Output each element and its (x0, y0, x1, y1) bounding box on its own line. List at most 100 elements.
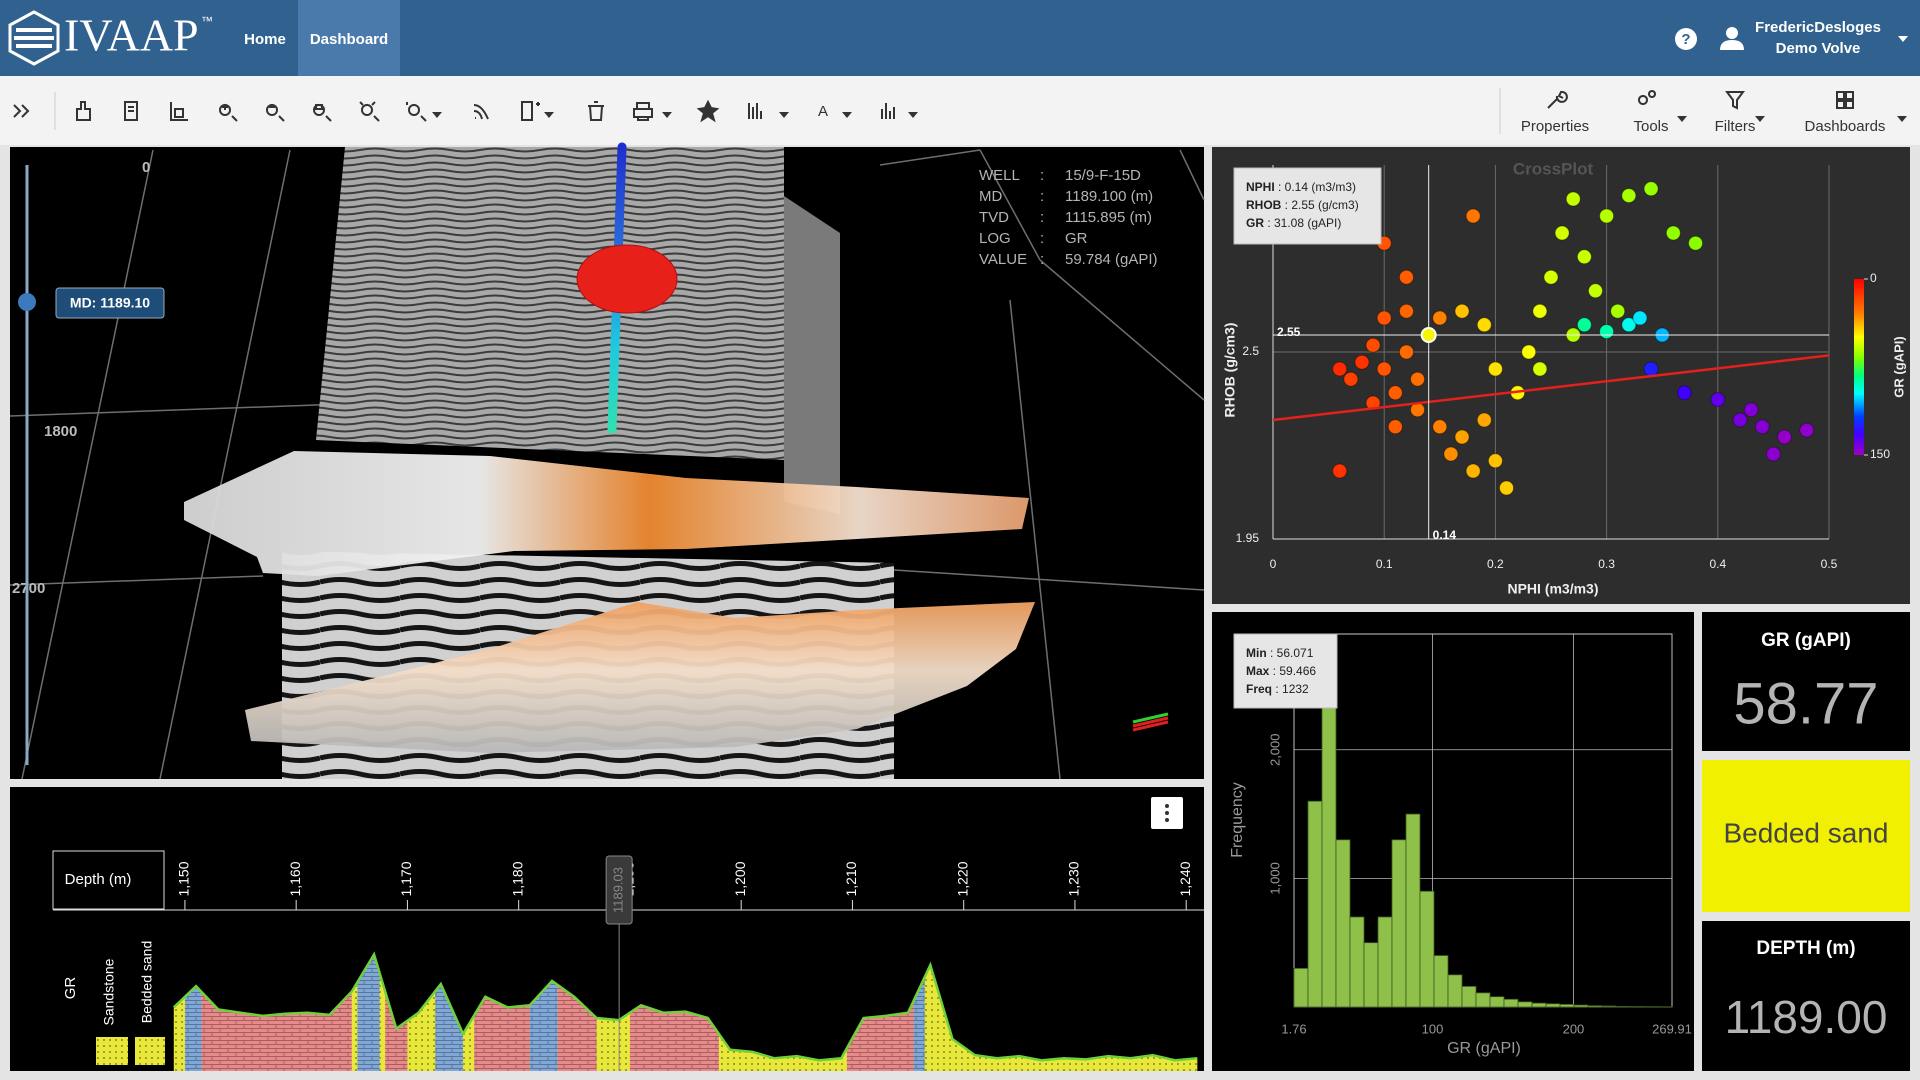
project-name[interactable]: Demo Volve (1776, 40, 1861, 57)
card-title: DEPTH (m) (1756, 938, 1855, 959)
scatter-point (1399, 345, 1413, 359)
tooltip-text: : 2.55 (g/cm3) (1281, 198, 1358, 212)
scatter-point (1399, 270, 1413, 284)
scatter-point (1566, 192, 1580, 206)
scatter-point (1533, 304, 1547, 318)
tools-button[interactable]: Tools (1633, 118, 1668, 135)
depth-tick-label: 1,230 (1066, 861, 1082, 896)
selected-point (1422, 328, 1436, 342)
x-axis-title: GR (gAPI) (1447, 1040, 1521, 1057)
scatter-point (1733, 413, 1747, 427)
md-slider-label: MD: 1189.10 (70, 295, 150, 311)
depth-tick-label: 1,180 (509, 861, 525, 896)
properties-button[interactable]: Properties (1521, 118, 1589, 135)
depth-tick-label: 1,170 (398, 861, 414, 896)
nav-home[interactable]: Home (244, 31, 286, 48)
card-title: GR (gAPI) (1761, 630, 1851, 651)
scatter-point (1455, 430, 1469, 444)
scatter-point (1633, 311, 1647, 325)
well-info-separator: : (1040, 167, 1044, 184)
panel-menu-dots[interactable] (1165, 804, 1169, 822)
well-info-key: TVD (979, 209, 1009, 226)
tooltip-text: : 0.14 (m3/m3) (1275, 180, 1356, 194)
depth-tick-label: 1,240 (1177, 861, 1193, 896)
y-axis-title: RHOB (g/cm3) (1222, 323, 1238, 418)
trademark: ™ (201, 14, 213, 28)
x-axis-title: NPHI (m3/m3) (1507, 581, 1598, 597)
tooltip-text: : 1232 (1272, 682, 1309, 696)
tooltip-line: GR : 31.08 (gAPI) (1246, 216, 1341, 230)
text-tool[interactable]: A (818, 103, 828, 120)
toolbar: A Properties Tools Filters Dashboards (0, 76, 1920, 145)
card-value: 1189.00 (1725, 991, 1888, 1043)
scatter-point (1689, 236, 1703, 250)
scatter-point (1611, 304, 1625, 318)
header-bar (0, 0, 1920, 76)
scatter-point (1778, 430, 1792, 444)
tooltip-line: RHOB : 2.55 (g/cm3) (1246, 198, 1359, 212)
histogram-bar (1434, 956, 1448, 1007)
depth-tick-label: 1,150 (176, 861, 192, 896)
histogram-bar (1560, 1004, 1574, 1007)
scatter-point (1488, 454, 1502, 468)
histogram-bar (1322, 673, 1336, 1007)
well-info-value: GR (1065, 230, 1088, 247)
histogram-bar (1406, 814, 1420, 1007)
md-slider-handle[interactable] (18, 293, 36, 311)
well-info-key: VALUE (979, 251, 1027, 268)
scatter-point (1522, 345, 1536, 359)
scatter-point (1500, 481, 1514, 495)
colorbar (1854, 279, 1864, 455)
crosshair-x-label: 0.14 (1433, 528, 1457, 542)
well-info-separator: : (1040, 209, 1044, 226)
header: IVAAP ™ Home Dashboard ? FredericDesloge… (0, 0, 1920, 76)
well-info-key: WELL (979, 167, 1020, 184)
histogram-bar (1308, 801, 1322, 1007)
dashboards-button[interactable]: Dashboards (1805, 118, 1886, 135)
scatter-point (1600, 325, 1614, 339)
x-tick-label: 0.2 (1487, 557, 1504, 571)
crossplot-title: CrossPlot (1513, 159, 1594, 178)
y-axis-title: Frequency (1229, 782, 1246, 858)
crosshair-y-label: 2.55 (1277, 325, 1301, 339)
well-info-separator: : (1040, 230, 1044, 247)
3d-view-panel: 0 1800 2700 MD: 1189.10 WELL:15/9-F-15DM… (10, 147, 1204, 779)
user-name[interactable]: FredericDesloges (1755, 19, 1881, 36)
x-tick-label: 200 (1563, 1021, 1585, 1036)
x-tick-label: 269.91 (1652, 1021, 1692, 1036)
tooltip-key: Freq (1246, 682, 1272, 696)
depth-tick-label: 1,210 (843, 861, 859, 896)
scatter-point (1755, 420, 1769, 434)
x-tick-label: 0.1 (1376, 557, 1393, 571)
x-tick-label: 0.4 (1709, 557, 1726, 571)
logo-text: IVAAP (64, 10, 199, 61)
tooltip-line: NPHI : 0.14 (m3/m3) (1246, 180, 1356, 194)
well-info-separator: : (1040, 251, 1044, 268)
help-glyph[interactable]: ? (1681, 31, 1690, 48)
histogram-bar (1294, 968, 1308, 1007)
histogram-bar (1378, 917, 1392, 1007)
colorbar-tick-label: 150 (1870, 447, 1890, 461)
x-tick-label: 0.3 (1598, 557, 1615, 571)
tooltip-text: : 59.466 (1269, 664, 1316, 678)
scatter-point (1399, 304, 1413, 318)
histogram-panel: GR (gAPI) Frequency 1.76100200269.911,00… (1212, 612, 1694, 1071)
depth-tick-label: 1,160 (287, 861, 303, 896)
histogram-bar (1448, 975, 1462, 1007)
histogram-bar (1574, 1005, 1588, 1007)
nav-dashboard[interactable]: Dashboard (310, 31, 388, 48)
depth-tick-label: 1,220 (954, 861, 970, 896)
scatter-point (1377, 311, 1391, 325)
scatter-point (1644, 182, 1658, 196)
colorbar-tick-label: 0 (1870, 271, 1877, 285)
scatter-point (1388, 386, 1402, 400)
well-info-value: 59.784 (gAPI) (1065, 251, 1158, 268)
histogram-bar (1476, 993, 1490, 1007)
tooltip-line: Min : 56.071 (1246, 646, 1314, 660)
depth-cursor-label: 1189.03 (611, 867, 626, 913)
scatter-point (1577, 318, 1591, 332)
scatter-point (1477, 413, 1491, 427)
well-info-separator: : (1040, 188, 1044, 205)
filters-button[interactable]: Filters (1715, 118, 1756, 135)
